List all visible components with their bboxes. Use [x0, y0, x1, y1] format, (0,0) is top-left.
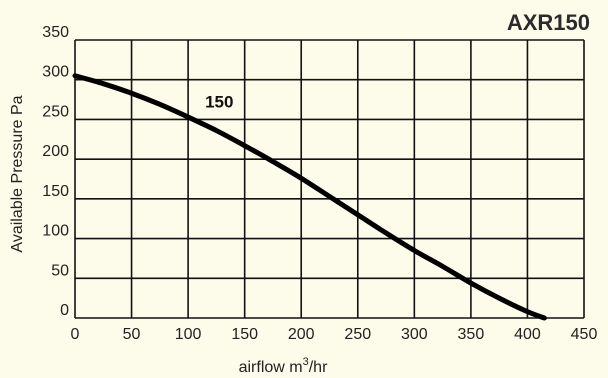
series-label-150: 150 — [205, 93, 233, 112]
y-tick-label: 350 — [42, 24, 69, 41]
x-tick-label: 400 — [514, 326, 541, 343]
y-tick-label: 0 — [60, 302, 69, 319]
grid — [74, 39, 585, 319]
x-tick-label: 450 — [571, 326, 598, 343]
x-axis-title-superscript: 3 — [303, 356, 309, 368]
y-tick-label: 50 — [51, 262, 69, 279]
y-tick-label: 150 — [42, 183, 69, 200]
x-tick-label: 100 — [175, 326, 202, 343]
x-tick-label: 50 — [123, 326, 141, 343]
y-tick-label: 200 — [42, 143, 69, 160]
x-tick-labels: 0 50 100 150 200 250 300 350 400 450 — [71, 326, 598, 343]
x-tick-label: 350 — [458, 326, 485, 343]
x-tick-label: 150 — [231, 326, 258, 343]
y-tick-labels: 0 50 100 150 200 250 300 350 — [42, 24, 69, 319]
x-tick-label: 0 — [71, 326, 80, 343]
y-tick-label: 300 — [42, 64, 69, 81]
chart-title: AXR150 — [507, 10, 590, 35]
x-axis-title-suffix: /hr — [309, 359, 328, 376]
x-tick-label: 200 — [288, 326, 315, 343]
x-tick-label: 300 — [401, 326, 428, 343]
x-tick-label: 250 — [344, 326, 371, 343]
y-tick-label: 100 — [42, 223, 69, 240]
y-tick-label: 250 — [42, 103, 69, 120]
x-axis-title: airflow m3/hr — [239, 356, 328, 376]
y-axis-title: Available Pressure Pa — [9, 95, 26, 252]
x-axis-title-main: airflow m — [239, 359, 303, 376]
series-line-150 — [72, 73, 547, 321]
